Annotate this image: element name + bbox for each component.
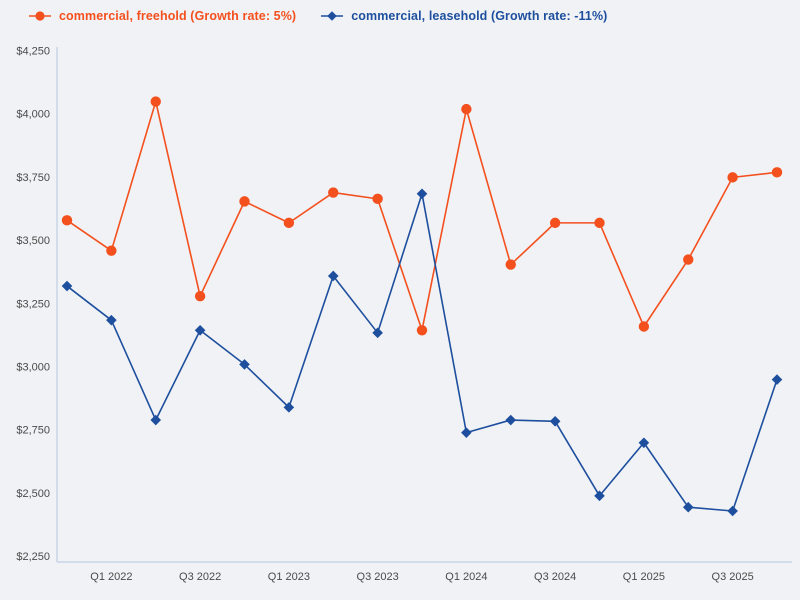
commercial-freehold-point[interactable]: Q4 2022: $3,655: [239, 196, 250, 207]
commercial-leasehold-point[interactable]: Q1 2023: $2,840: [283, 402, 295, 413]
x-tick-label: Q3 2025: [712, 571, 754, 583]
commercial-leasehold-point[interactable]: Q3 2025: $2,430: [727, 505, 738, 517]
commercial-leasehold-point[interactable]: Q2 2023: $3,360: [327, 270, 339, 282]
commercial-leasehold-point[interactable]: Q1 2022: $3,185: [106, 314, 117, 326]
commercial-freehold-point[interactable]: Q4 2021: $3,580: [61, 215, 73, 226]
commercial-freehold-point[interactable]: Q2 2025: $3,425: [683, 254, 694, 265]
circle-marker-icon: [29, 11, 51, 21]
y-tick-label: $3,250: [16, 298, 50, 310]
commercial-leasehold-point[interactable]: Q2 2022: $2,790: [150, 414, 162, 426]
commercial-leasehold-point[interactable]: Q4 2025: $2,950: [771, 374, 783, 385]
commercial-freehold-point[interactable]: Q3 2024: $3,570: [549, 217, 561, 229]
y-tick-label: $2,500: [16, 488, 50, 500]
x-tick-label: Q1 2024: [445, 571, 487, 583]
diamond-marker-icon: [321, 11, 344, 21]
y-tick-label: $4,250: [16, 46, 50, 58]
commercial-freehold-point[interactable]: Q1 2022: $3,460: [106, 245, 117, 256]
commercial-freehold-point[interactable]: Q1 2024: $4,020: [461, 103, 472, 115]
y-tick-label: $3,000: [16, 361, 50, 373]
y-tick-label: $2,250: [16, 551, 50, 563]
commercial-leasehold-point[interactable]: Q3 2024: $2,785: [549, 415, 561, 427]
commercial-freehold-point[interactable]: Q1 2025: $3,160: [638, 321, 650, 332]
y-tick-label: $2,750: [16, 425, 50, 437]
commercial-leasehold-point[interactable]: Q2 2024: $2,790: [505, 414, 517, 426]
commercial-leasehold-line: [66, 193, 778, 512]
commercial-leasehold-point[interactable]: Q4 2023: $3,685: [416, 188, 428, 200]
legend-label-leasehold: commercial, leasehold (Growth rate: -11%…: [351, 9, 608, 23]
commercial-leasehold-point[interactable]: Q4 2024: $2,490: [594, 490, 605, 502]
commercial-freehold-line: [66, 100, 778, 332]
commercial-leasehold-point[interactable]: Q1 2024: $2,740: [461, 427, 472, 438]
commercial-freehold-point[interactable]: Q3 2023: $3,665: [372, 193, 383, 205]
x-tick-label: Q1 2025: [623, 571, 665, 583]
commercial-leasehold-point[interactable]: Q4 2021: $3,320: [61, 280, 73, 292]
x-tick-label: Q3 2022: [179, 571, 221, 583]
legend-item-freehold[interactable]: commercial, freehold (Growth rate: 5%): [28, 9, 296, 23]
commercial-freehold-point[interactable]: Q4 2025: $3,770: [771, 167, 783, 178]
legend-label-freehold: commercial, freehold (Growth rate: 5%): [59, 9, 297, 23]
commercial-leasehold-point[interactable]: Q3 2022: $3,145: [194, 324, 206, 336]
commercial-freehold-point[interactable]: Q4 2024: $3,570: [594, 217, 605, 229]
commercial-leasehold-point[interactable]: Q2 2025: $2,445: [682, 501, 694, 513]
commercial-freehold-point[interactable]: Q1 2023: $3,570: [283, 217, 295, 229]
legend-item-leasehold[interactable]: commercial, leasehold (Growth rate: -11%…: [320, 9, 607, 23]
commercial-leasehold-point[interactable]: Q4 2022: $3,010: [239, 359, 250, 370]
commercial-leasehold-point[interactable]: Q3 2023: $3,135: [372, 327, 383, 339]
commercial-freehold-point[interactable]: Q2 2022: $4,050: [150, 96, 161, 107]
x-tick-label: Q1 2023: [268, 571, 310, 583]
y-tick-label: $3,750: [16, 172, 50, 184]
y-tick-label: $4,000: [16, 109, 50, 121]
commercial-freehold-point[interactable]: Q2 2024: $3,405: [505, 259, 516, 270]
x-tick-label: Q1 2022: [90, 571, 132, 583]
x-tick-label: Q3 2023: [357, 571, 399, 583]
commercial-freehold-point[interactable]: Q3 2022: $3,280: [194, 290, 206, 302]
commercial-freehold-point[interactable]: Q2 2023: $3,690: [328, 187, 339, 198]
commercial-freehold-point[interactable]: Q4 2023: $3,145: [416, 325, 428, 336]
commercial-leasehold-point[interactable]: Q1 2025: $2,700: [638, 437, 650, 449]
commercial-freehold-point[interactable]: Q3 2025: $3,750: [727, 172, 738, 183]
y-tick-label: $3,500: [16, 235, 50, 247]
x-tick-label: Q3 2024: [534, 571, 576, 583]
chart-legend: commercial, freehold (Growth rate: 5%) c…: [28, 9, 607, 23]
